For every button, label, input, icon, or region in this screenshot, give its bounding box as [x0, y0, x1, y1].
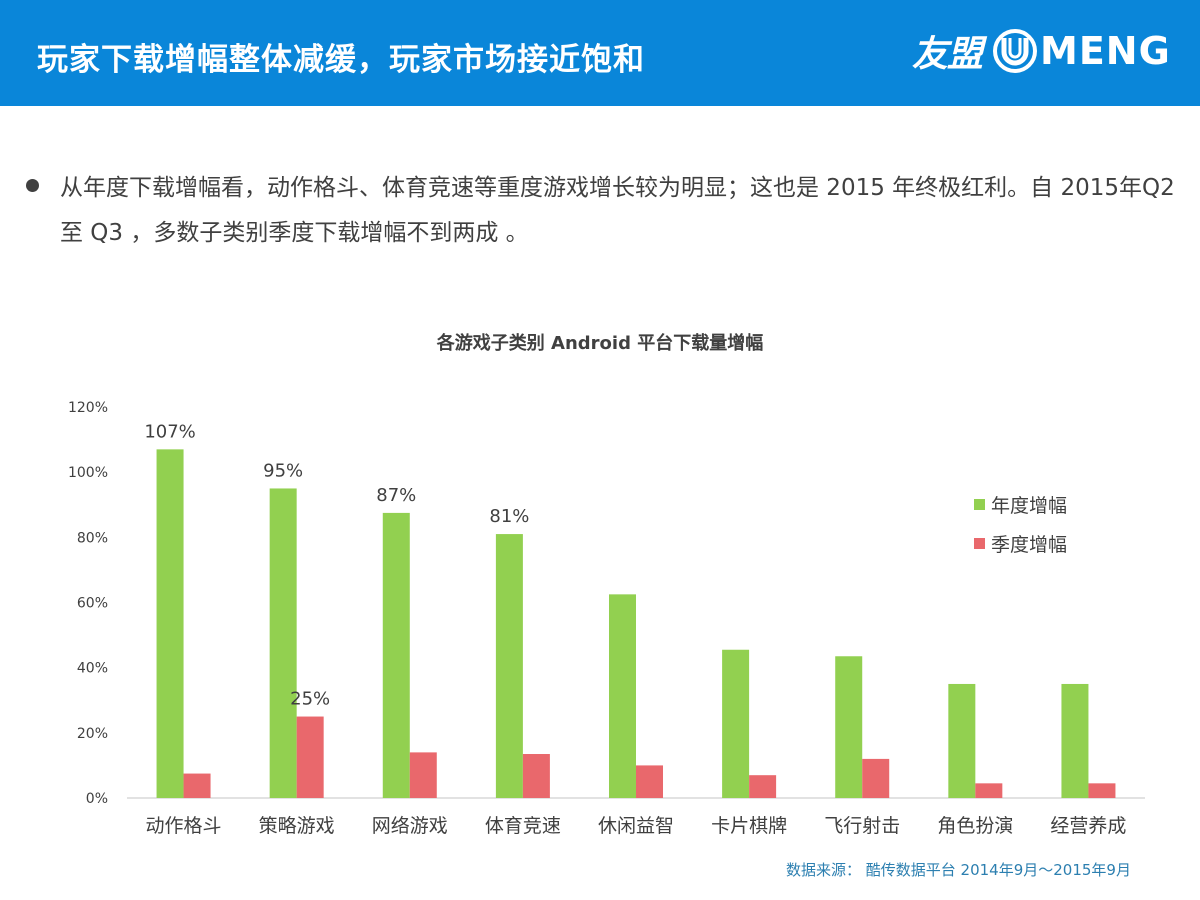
- x-tick-label: 飞行射击: [824, 815, 900, 837]
- bar-annual: [382, 512, 410, 798]
- legend-swatch: [974, 499, 985, 510]
- data-label: 87%: [376, 485, 416, 506]
- header-bar: 玩家下载增幅整体减缓，玩家市场接近饱和 友盟 MENG: [0, 0, 1200, 106]
- bar-quarterly: [1088, 783, 1116, 798]
- x-tick-label: 网络游戏: [372, 815, 448, 837]
- bar-quarterly: [183, 773, 211, 798]
- x-tick-label: 体育竞速: [485, 815, 561, 837]
- bar-quarterly: [409, 752, 437, 798]
- y-tick-label: 100%: [68, 465, 108, 481]
- y-tick-label: 0%: [86, 791, 108, 807]
- legend-swatch: [974, 538, 985, 549]
- bar-annual: [156, 449, 184, 798]
- data-label: 95%: [263, 460, 303, 481]
- bar-annual: [495, 534, 523, 798]
- bar-annual: [269, 488, 297, 798]
- bar-quarterly: [975, 783, 1003, 798]
- umeng-logo: 友盟 MENG: [912, 28, 1171, 75]
- x-tick-label: 策略游戏: [259, 815, 335, 837]
- data-label: 25%: [290, 689, 330, 710]
- bar-annual: [609, 594, 636, 798]
- bar-quarterly: [636, 765, 663, 798]
- y-tick-label: 80%: [77, 530, 108, 546]
- data-label: 81%: [489, 506, 529, 527]
- logo-chinese-text: 友盟: [912, 34, 983, 75]
- bar-annual: [948, 683, 976, 798]
- x-tick-label: 动作格斗: [146, 815, 222, 837]
- y-tick-label: 40%: [77, 661, 108, 677]
- y-tick-label: 120%: [68, 400, 108, 416]
- bullet-dot: [26, 179, 39, 192]
- data-label: 107%: [144, 421, 195, 442]
- bar-annual: [835, 656, 863, 798]
- legend-label: 年度增幅: [991, 495, 1067, 517]
- page-title: 玩家下载增幅整体减缓，玩家市场接近饱和: [37, 42, 645, 78]
- bar-quarterly: [522, 754, 550, 798]
- bar-annual: [722, 649, 750, 798]
- umeng-u-icon: [993, 29, 1038, 73]
- bar-quarterly: [296, 716, 324, 798]
- x-tick-label: 经营养成: [1050, 815, 1126, 837]
- data-source: 数据来源： 酷传数据平台 2014年9月～2015年9月: [786, 861, 1131, 879]
- bar-quarterly: [862, 758, 890, 798]
- x-tick-label: 角色扮演: [937, 815, 1013, 837]
- chart-title: 各游戏子类别 Android 平台下载量增幅: [436, 333, 764, 354]
- bar-annual: [1061, 683, 1089, 798]
- y-tick-label: 20%: [77, 726, 108, 742]
- legend-label: 季度增幅: [991, 534, 1067, 556]
- logo-english-text: MENG: [1040, 29, 1171, 73]
- x-tick-label: 休闲益智: [598, 815, 674, 837]
- y-tick-label: 60%: [77, 596, 108, 612]
- x-tick-label: 卡片棋牌: [711, 815, 787, 837]
- bar-quarterly: [749, 775, 777, 798]
- bullet-text: 从年度下载增幅看，动作格斗、体育竞速等重度游戏增长较为明显；这也是 2015 年…: [60, 175, 1175, 246]
